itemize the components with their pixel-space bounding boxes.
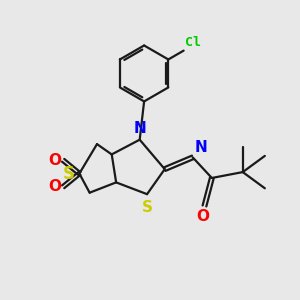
Text: S: S — [142, 200, 153, 215]
Text: N: N — [133, 121, 146, 136]
Text: O: O — [48, 179, 61, 194]
Text: O: O — [196, 209, 209, 224]
Text: N: N — [194, 140, 207, 155]
Text: Cl: Cl — [185, 36, 201, 49]
Text: O: O — [48, 153, 61, 168]
Text: S: S — [63, 165, 75, 183]
